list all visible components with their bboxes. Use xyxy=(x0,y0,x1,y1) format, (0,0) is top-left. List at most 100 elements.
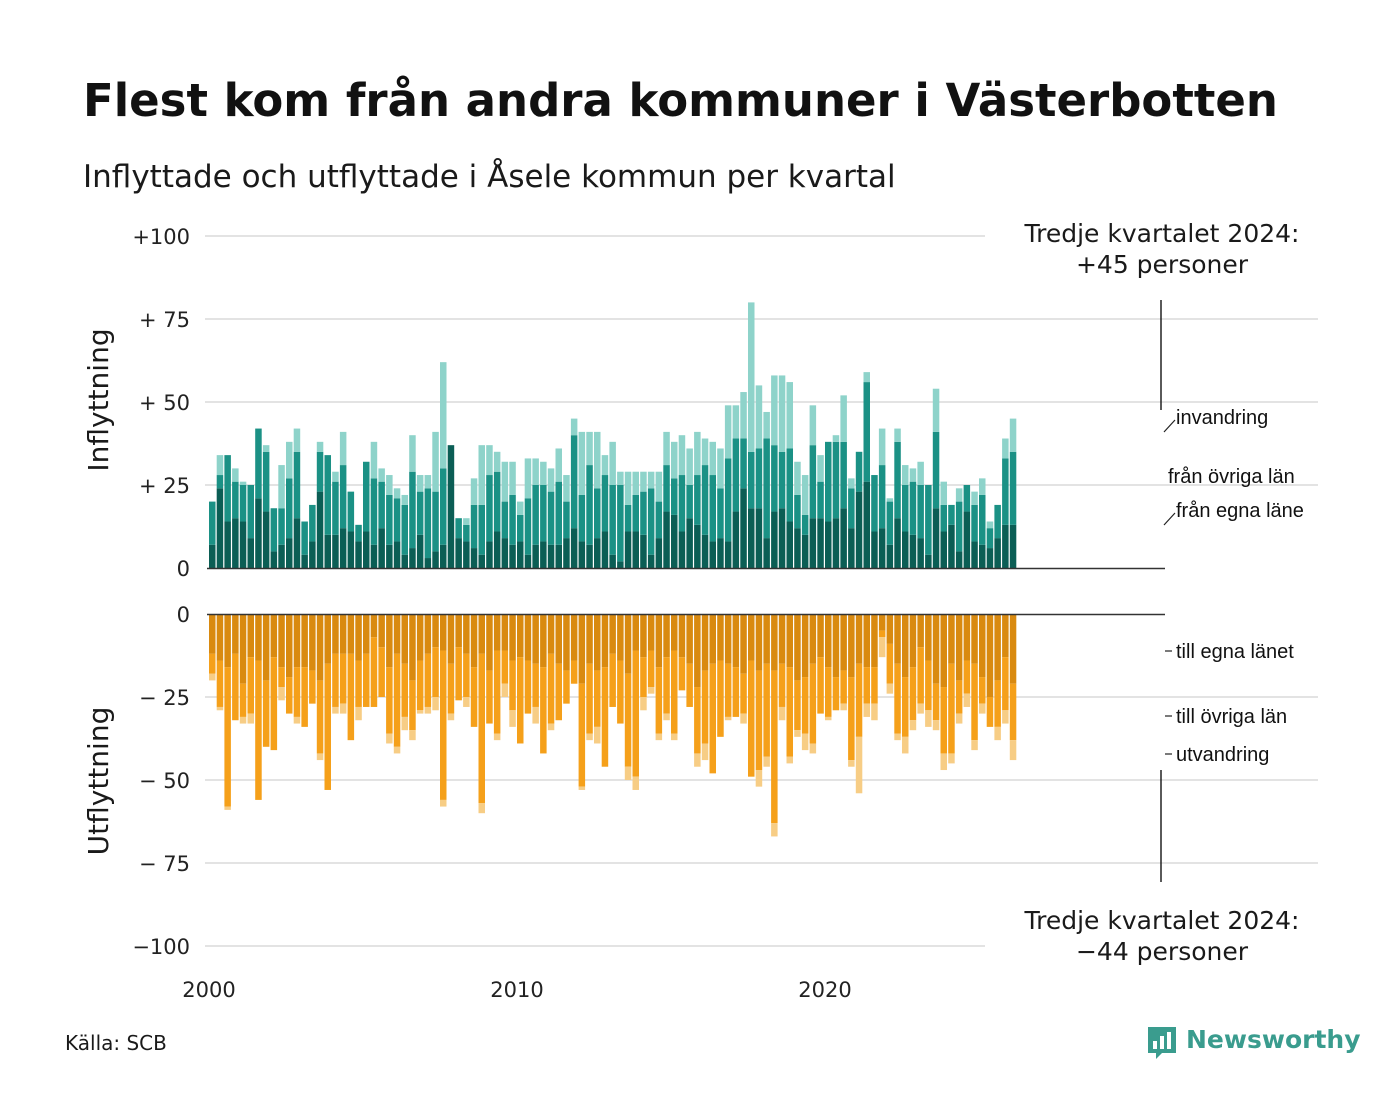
outflow-bar-segment xyxy=(863,703,870,717)
inflow-bar-segment xyxy=(686,518,693,568)
outflow-bar-segment xyxy=(963,614,971,661)
inflow-bar-segment xyxy=(239,481,247,485)
outflow-bar-segment xyxy=(932,683,940,721)
inflow-bar-segment xyxy=(624,531,632,568)
outflow-bar-segment xyxy=(563,614,570,671)
outflow-bar-segment xyxy=(825,716,832,721)
outflow-bar-segment xyxy=(586,733,593,741)
outflow-bar-segment xyxy=(801,677,809,734)
inflow-bar-segment xyxy=(863,481,870,568)
inflow-bar-segment xyxy=(948,504,955,525)
inflow-bar-segment xyxy=(416,475,424,492)
inflow-bar-segment xyxy=(232,468,239,482)
outflow-bar-segment xyxy=(979,677,986,704)
outflow-bar-segment xyxy=(324,614,331,664)
outflow-bar-segment xyxy=(224,806,231,810)
inflow-bar-segment xyxy=(332,471,339,482)
outflow-bar-segment xyxy=(532,663,539,707)
outflow-bar-segment xyxy=(324,663,331,790)
outflow-bar-segment xyxy=(778,663,786,707)
outflow-bar-segment xyxy=(255,660,262,800)
outflow-bar-segment xyxy=(378,614,385,648)
inflow-bar-segment xyxy=(678,531,686,568)
inflow-bar-segment xyxy=(724,458,732,542)
outflow-bar-segment xyxy=(909,720,917,731)
outflow-bar-segment xyxy=(794,680,801,731)
inflow-bar-segment xyxy=(817,455,824,482)
inflow-annotation-line2: +45 personer xyxy=(1076,250,1249,279)
outflow-bar-segment xyxy=(563,670,570,704)
inflow-bar-segment xyxy=(809,405,817,446)
inflow-bar-segment xyxy=(663,465,670,512)
inflow-bar-segment xyxy=(655,501,663,539)
inflow-bar-segment xyxy=(717,488,724,539)
inflow-bar-segment xyxy=(902,531,909,568)
inflow-bar-segment xyxy=(286,441,293,479)
outflow-bar-segment xyxy=(524,660,532,714)
outflow-bar-segment xyxy=(979,703,986,714)
outflow-bar-segment xyxy=(416,614,424,661)
inflow-bar-segment xyxy=(694,431,701,476)
inflow-bar-segment xyxy=(570,418,578,436)
outflow-bar-segment xyxy=(663,657,670,714)
outflow-bar-segment xyxy=(740,673,747,714)
x-tick: 2020 xyxy=(798,978,851,1002)
inflow-bar-segment xyxy=(894,428,901,442)
inflow-bar-segment xyxy=(817,481,824,519)
inflow-bar-segment xyxy=(678,435,686,476)
outflow-bar-segment xyxy=(355,706,362,721)
inflow-bar-segment xyxy=(432,551,439,568)
inflow-bar-segment xyxy=(594,431,601,489)
outflow-bar-segment xyxy=(355,660,362,707)
inflow-bar-segment xyxy=(224,521,231,568)
outflow-bar-segment xyxy=(509,660,516,711)
outflow-bar-segment xyxy=(855,736,863,794)
outflow-bar-segment xyxy=(878,637,886,658)
inflow-y-tick: 0 xyxy=(177,557,190,581)
outflow-bar-segment xyxy=(578,786,586,790)
newsworthy-logo: Newsworthy xyxy=(1148,1025,1361,1059)
inflow-bar-segment xyxy=(509,461,516,495)
inflow-bar-segment xyxy=(609,485,616,555)
inflow-bar-segment xyxy=(971,504,978,542)
outflow-bar-segment xyxy=(493,614,501,651)
outflow-bar-segment xyxy=(478,653,485,804)
inflow-bar-segment xyxy=(871,475,878,532)
outflow-bar-segment xyxy=(424,706,432,714)
inflow-bar-segment xyxy=(671,478,678,515)
outflow-bar-segment xyxy=(440,614,447,651)
outflow-bar-segment xyxy=(609,653,616,707)
outflow-y-tick: 0 xyxy=(177,603,190,627)
inflow-bar-segment xyxy=(470,504,478,549)
outflow-bar-segment xyxy=(724,614,732,664)
inflow-bar-segment xyxy=(478,554,485,568)
outflow-bar-segment xyxy=(209,653,216,674)
inflow-bar-segment xyxy=(216,475,224,489)
inflow-bar-segment xyxy=(986,528,994,549)
outflow-bar-segment xyxy=(655,667,663,734)
inflow-bar-segment xyxy=(932,388,940,432)
outflow-bar-segment xyxy=(794,730,801,737)
outflow-bar-segment xyxy=(216,706,224,711)
inflow-bar-segment xyxy=(486,445,493,476)
inflow-bar-segment xyxy=(547,468,555,492)
inflow-bar-segment xyxy=(501,461,509,502)
outflow-bar-segment xyxy=(393,653,401,747)
outflow-bar-segment xyxy=(209,673,216,681)
inflow-bar-segment xyxy=(1009,451,1017,525)
outflow-bar-segment xyxy=(724,716,732,721)
inflow-bar-segment xyxy=(378,528,385,568)
outflow-bar-segment xyxy=(270,614,278,658)
inflow-bar-segment xyxy=(886,544,894,568)
inflow-bar-segment xyxy=(440,468,447,545)
outflow-bar-segment xyxy=(647,650,655,688)
inflow-bar-segment xyxy=(663,431,670,466)
inflow-bar-segment xyxy=(724,541,732,568)
inflow-bar-segment xyxy=(917,461,924,485)
inflow-bar-segment xyxy=(401,554,408,568)
inflow-bar-segment xyxy=(909,468,917,482)
outflow-bar-segment xyxy=(594,614,601,671)
outflow-bar-segment xyxy=(871,614,878,668)
outflow-bar-segment xyxy=(632,650,639,777)
inflow-bar-segment xyxy=(1009,524,1017,568)
